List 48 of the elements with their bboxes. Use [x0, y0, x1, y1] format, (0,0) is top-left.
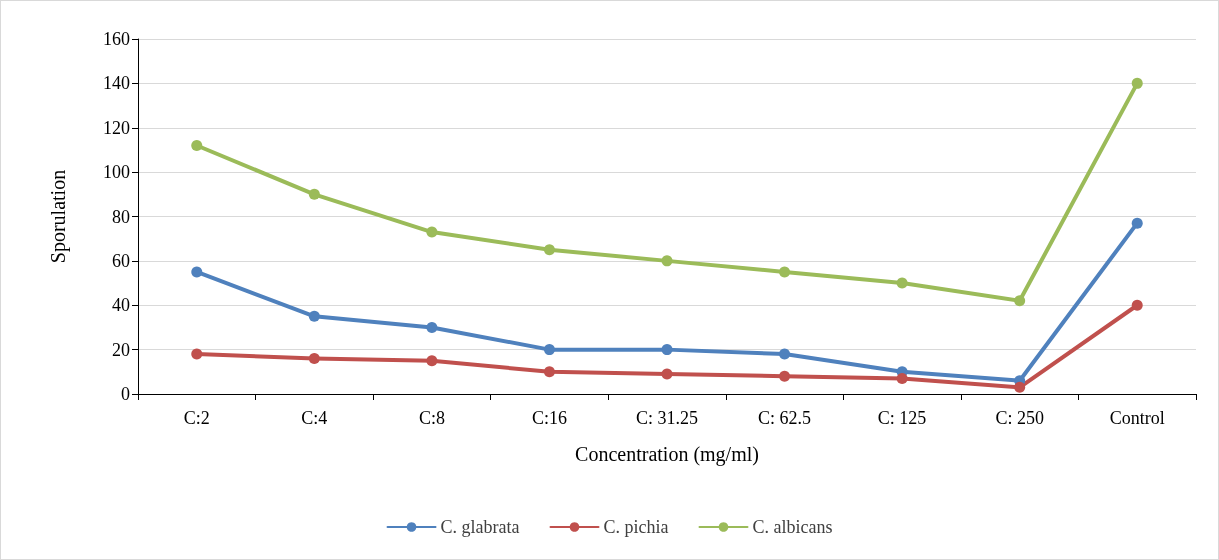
legend-label: C. glabrata [440, 517, 520, 537]
x-tick-label: C:8 [418, 408, 445, 428]
x-tick-label: C:16 [531, 408, 567, 428]
point [543, 344, 555, 356]
x-tick-label: Control [1109, 408, 1165, 428]
point [191, 140, 203, 151]
x-tick-label: C:4 [301, 408, 328, 428]
x-tick-label: C: 125 [877, 408, 927, 428]
point [661, 344, 673, 356]
point [779, 266, 791, 278]
point [543, 366, 555, 378]
y-tick-label: 60 [112, 250, 130, 271]
point [1131, 217, 1143, 229]
y-tick-label: 160 [103, 29, 130, 49]
point [896, 372, 908, 384]
point [308, 188, 320, 200]
point [191, 348, 203, 360]
point [1014, 295, 1026, 307]
y-tick-label: 80 [112, 206, 130, 227]
point [1014, 381, 1026, 393]
x-tick-label: C: 62.5 [758, 408, 812, 428]
y-tick-label: 100 [103, 162, 130, 183]
point [661, 368, 673, 380]
point [308, 310, 320, 322]
x-tick-label: C: 250 [995, 408, 1044, 428]
x-tick-label: C: 31.25 [635, 408, 699, 428]
point [661, 255, 673, 267]
point [543, 244, 555, 256]
point [896, 277, 908, 289]
y-axis-title: Sporulation [47, 169, 70, 264]
point [308, 353, 320, 364]
y-tick-label: 140 [103, 73, 130, 94]
legend-label: C. pichia [603, 517, 669, 537]
point [191, 266, 203, 278]
point [426, 226, 438, 238]
y-tick-label: 120 [103, 117, 130, 138]
y-tick-label: 0 [121, 384, 130, 404]
point [1131, 299, 1143, 311]
legend-label: C. albicans [752, 517, 833, 537]
y-tick-label: 20 [112, 339, 130, 360]
point [779, 348, 791, 360]
y-tick-label: 40 [112, 295, 130, 316]
point [1131, 77, 1143, 89]
x-axis-title: Concentration (mg/ml) [575, 443, 759, 466]
point [426, 355, 438, 367]
x-tick-label: C:2 [183, 408, 210, 428]
point [779, 370, 791, 382]
point [426, 321, 438, 333]
